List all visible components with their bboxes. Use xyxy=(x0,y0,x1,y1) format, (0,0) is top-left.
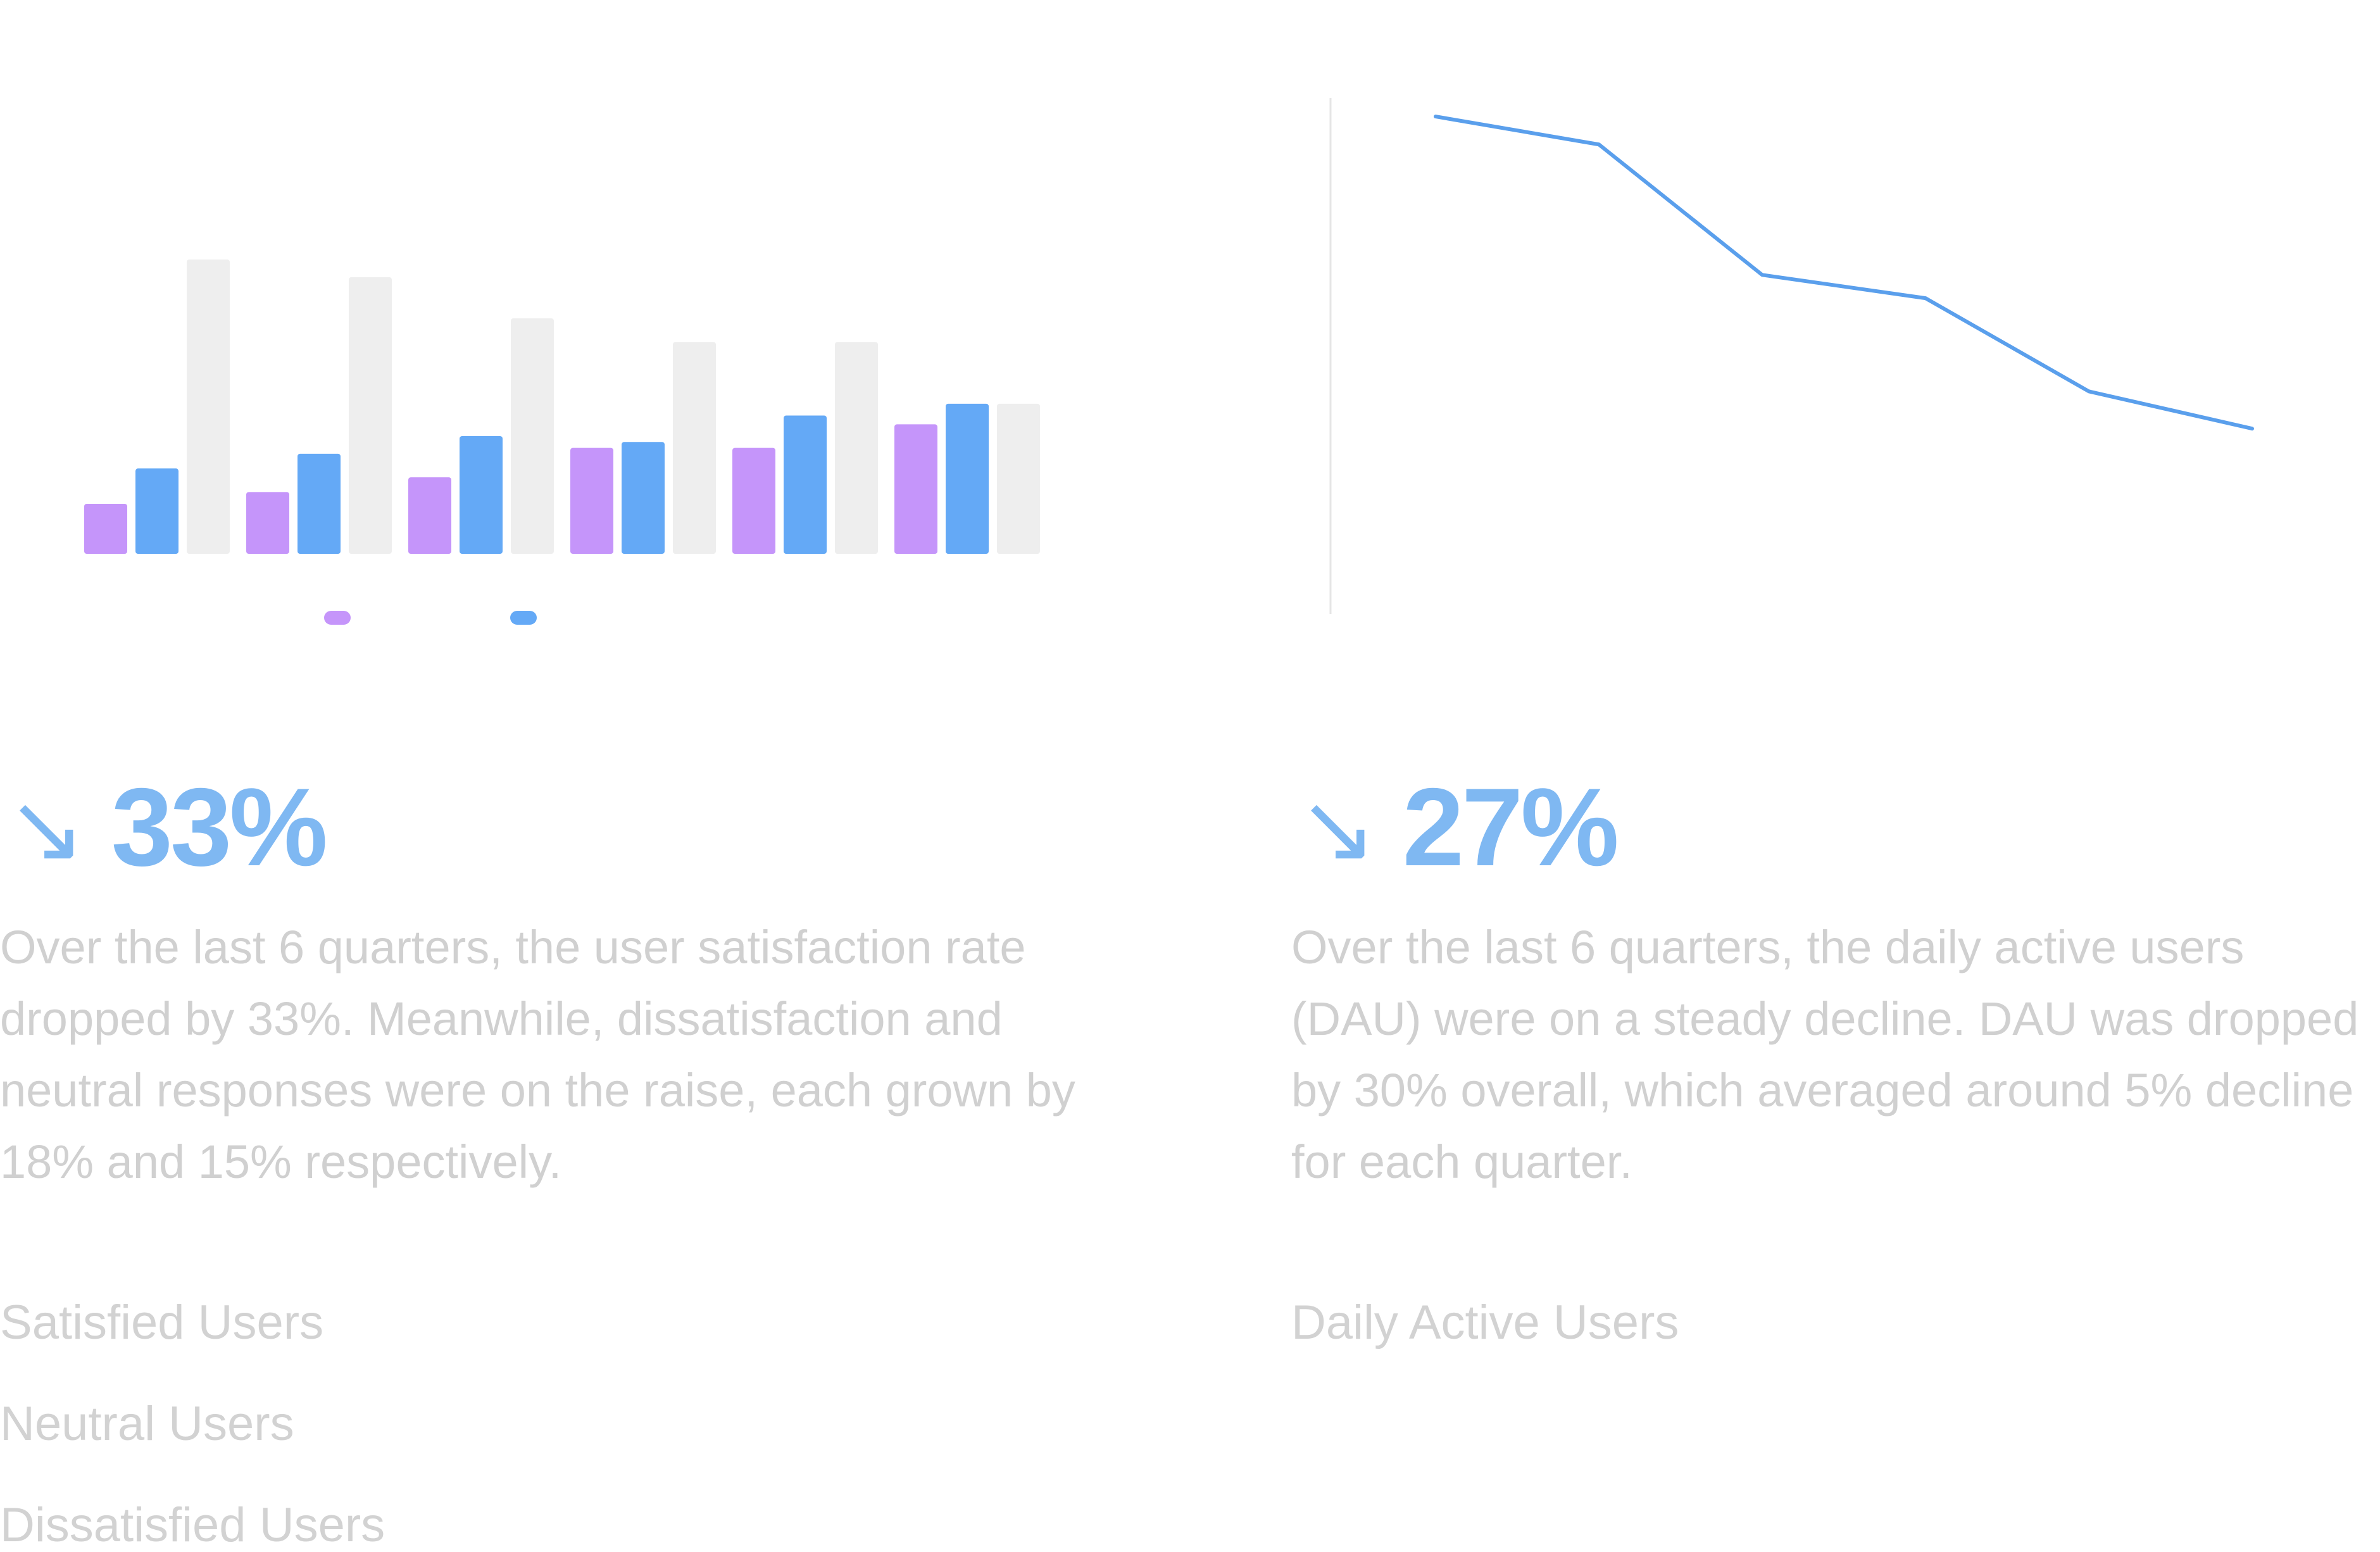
bar-satisfied-users-q5 xyxy=(835,342,878,554)
dau-series-line xyxy=(1434,115,2254,431)
legend-daily-active-users: Daily Active Users xyxy=(1291,1296,1679,1349)
bar-neutral-users-q2 xyxy=(298,453,341,554)
satisfaction-description: Over the last 6 quarters, the user satis… xyxy=(0,921,1075,1188)
bar-satisfied-users-q2 xyxy=(349,277,392,554)
bar-satisfied-users-q1 xyxy=(187,260,230,554)
legend-swatch-neutral xyxy=(510,611,537,625)
bar-satisfied-users-q3 xyxy=(511,318,554,554)
bar-neutral-users-q1 xyxy=(135,468,178,554)
dau-panel: ↘ 27% Over the last 6 quarters, the dail… xyxy=(1272,0,2380,1549)
dau-description: Over the last 6 quarters, the daily acti… xyxy=(1291,921,2359,1188)
legend-swatch-dissatisfied xyxy=(324,611,351,625)
bar-dissatisfied-users-q5 xyxy=(732,447,775,554)
dau-line-chart xyxy=(1329,98,2254,614)
bar-satisfied-users-q4 xyxy=(673,342,716,554)
legend-neutral-users: Neutral Users xyxy=(0,1397,294,1451)
bar-neutral-users-q5 xyxy=(784,415,827,554)
down-right-arrow-icon: ↘ xyxy=(6,774,86,881)
bar-neutral-users-q6 xyxy=(946,403,989,554)
bar-dissatisfied-users-q3 xyxy=(408,477,451,554)
satisfaction-panel: ↘ 33% Over the last 6 quarters, the user… xyxy=(0,0,1190,1549)
satisfaction-bar-chart xyxy=(84,260,1040,625)
dau-drop-value: 27% xyxy=(1402,766,1619,889)
dau-stat: ↘ 27% xyxy=(1298,766,1619,889)
down-right-arrow-icon: ↘ xyxy=(1298,774,1377,881)
legend-dissatisfied-users: Dissatisfied Users xyxy=(0,1498,385,1552)
bar-neutral-users-q3 xyxy=(460,436,503,554)
bar-satisfied-users-q6 xyxy=(997,403,1040,554)
bar-dissatisfied-users-q1 xyxy=(84,503,127,554)
bar-dissatisfied-users-q2 xyxy=(246,492,289,554)
legend-satisfied-users: Satisfied Users xyxy=(0,1296,324,1349)
satisfaction-drop-value: 33% xyxy=(111,766,328,889)
bar-dissatisfied-users-q4 xyxy=(570,447,613,554)
satisfaction-stat: ↘ 33% xyxy=(6,766,328,889)
bar-dissatisfied-users-q6 xyxy=(894,424,937,554)
bar-neutral-users-q4 xyxy=(622,442,665,554)
